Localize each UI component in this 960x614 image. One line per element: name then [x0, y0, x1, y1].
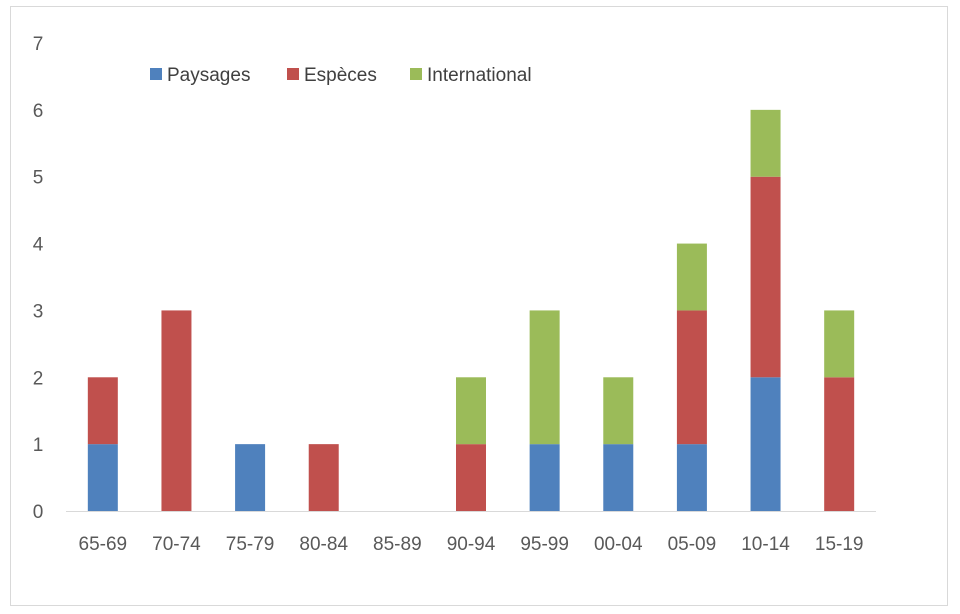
bar-segment: [676, 444, 707, 511]
y-tick-label: 1: [33, 435, 44, 456]
bar-segment: [603, 444, 634, 511]
bar-segment: [824, 377, 855, 511]
y-tick-label: 7: [33, 34, 44, 55]
x-tick-label: 90-94: [447, 534, 496, 555]
y-tick-label: 2: [33, 368, 44, 389]
legend-swatch: [410, 68, 422, 80]
y-axis-ticks: 0 1 2 3 4 5 6 7: [33, 34, 44, 523]
bar-segment: [529, 310, 560, 445]
legend: Paysages Espèces International: [150, 65, 532, 86]
x-tick-label: 65-69: [79, 534, 128, 555]
y-tick-label: 5: [33, 168, 44, 189]
bar-segment: [456, 377, 486, 445]
legend-swatch: [287, 68, 299, 80]
y-tick-label: 6: [33, 101, 44, 122]
bar-segment: [750, 109, 781, 177]
bar-segment: [161, 310, 192, 511]
x-tick-label: 10-14: [741, 534, 790, 555]
bar-segment: [676, 310, 707, 445]
bar-segment: [235, 444, 266, 511]
legend-label: Espèces: [304, 65, 377, 86]
bar-segment: [750, 377, 781, 511]
bar-segment: [529, 444, 560, 511]
legend-label: Paysages: [167, 65, 250, 86]
bar-segment: [308, 444, 339, 511]
x-tick-label: 85-89: [373, 534, 422, 555]
bar-segment: [603, 377, 634, 445]
y-tick-label: 0: [33, 502, 44, 523]
x-axis-ticks: 65-69 70-74 75-79 80-84 85-89 90-94 95-99 00-04…: [79, 534, 864, 555]
bar-segment: [456, 444, 486, 511]
x-tick-label: 75-79: [226, 534, 275, 555]
bar-segment: [87, 377, 118, 445]
x-tick-label: 00-04: [594, 534, 643, 555]
bar-segment: [824, 310, 855, 378]
x-tick-label: 15-19: [815, 534, 864, 555]
x-tick-label: 70-74: [152, 534, 201, 555]
x-tick-label: 05-09: [668, 534, 717, 555]
bars: [87, 109, 855, 511]
bar-segment: [750, 176, 781, 378]
bar-segment: [676, 243, 707, 311]
legend-label: International: [427, 65, 532, 86]
bar-segment: [87, 444, 118, 511]
x-tick-label: 95-99: [520, 534, 569, 555]
y-tick-label: 4: [33, 235, 44, 256]
x-tick-label: 80-84: [299, 534, 348, 555]
y-tick-label: 3: [33, 301, 44, 322]
legend-swatch: [150, 68, 162, 80]
